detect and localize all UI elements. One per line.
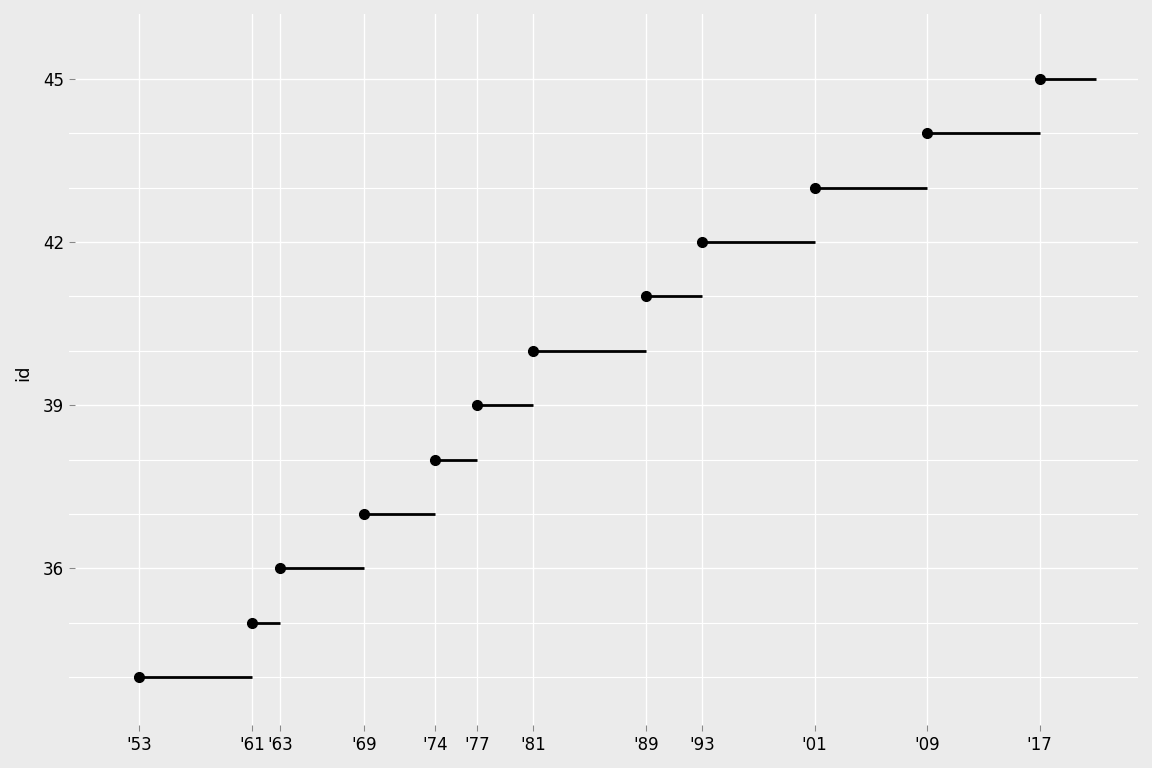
Y-axis label: id: id xyxy=(14,364,32,381)
